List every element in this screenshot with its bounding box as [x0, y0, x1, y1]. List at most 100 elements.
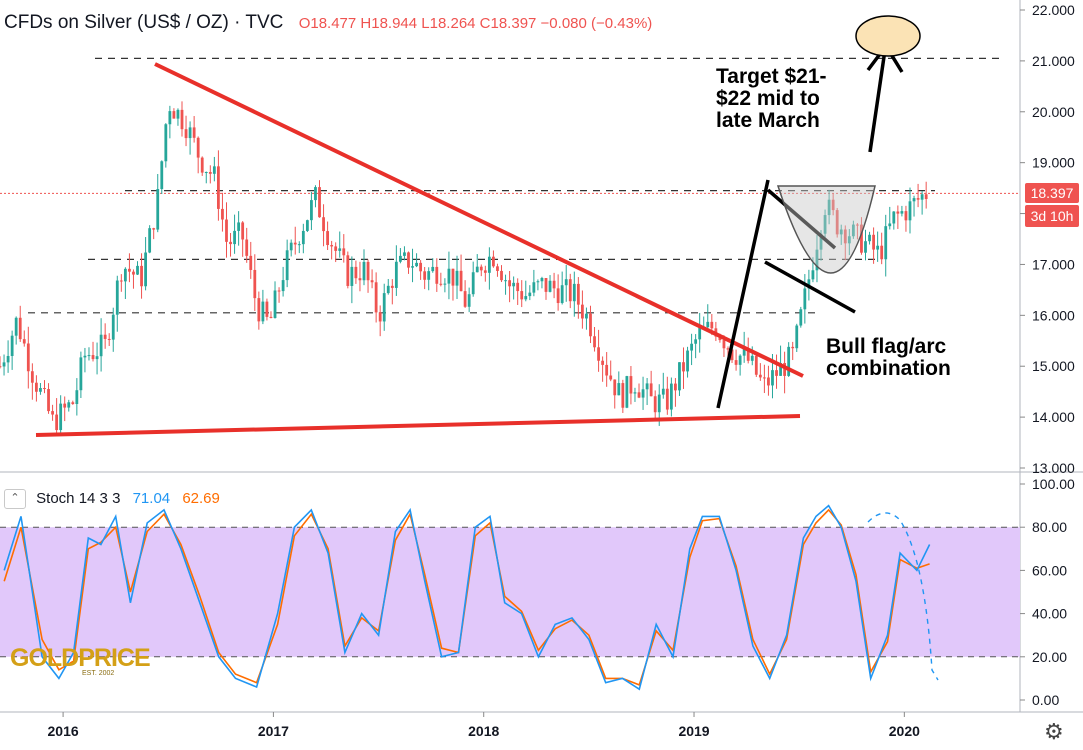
- last-price-tag: 18.397: [1025, 183, 1079, 203]
- candle-body: [912, 198, 916, 202]
- target-ellipse: [855, 15, 921, 57]
- time-tick-label: 2020: [889, 723, 920, 739]
- price-tick-label: 21.000: [1032, 53, 1075, 69]
- stoch-tick-label: 60.00: [1032, 562, 1067, 578]
- candle-body: [423, 271, 427, 280]
- gear-icon[interactable]: ⚙: [1044, 719, 1064, 744]
- candle-body: [758, 374, 762, 378]
- candle-body: [856, 224, 859, 226]
- lower-trendline: [35, 414, 801, 437]
- candle-body: [471, 272, 475, 295]
- target-arrow-line: [868, 49, 887, 153]
- candle-body: [710, 321, 714, 329]
- candle-body: [645, 383, 649, 390]
- candle-body: [560, 285, 564, 304]
- candle-body: [492, 256, 495, 267]
- candle-body: [896, 211, 900, 214]
- candle-body: [241, 222, 245, 240]
- candle-body: [330, 245, 334, 247]
- candle-body: [435, 266, 439, 284]
- candle-body: [536, 281, 540, 283]
- candle-body: [188, 127, 192, 139]
- candle-body: [617, 383, 621, 396]
- candle-body: [556, 288, 560, 304]
- candle-body: [221, 208, 224, 220]
- candle-body: [326, 231, 329, 246]
- candle-body: [467, 294, 471, 307]
- candle-body: [641, 389, 645, 398]
- candle-body: [463, 291, 467, 307]
- candle-body: [888, 223, 892, 227]
- candle-body: [669, 383, 673, 410]
- candle-body: [10, 335, 14, 356]
- candle-body: [87, 355, 91, 357]
- candle-body: [47, 389, 50, 412]
- candle-body: [378, 312, 382, 322]
- candle-body: [678, 362, 681, 391]
- candle-body: [568, 279, 572, 302]
- candle-body: [916, 198, 920, 200]
- candle-body: [289, 242, 293, 251]
- candle-body: [204, 172, 208, 174]
- candle-body: [500, 270, 503, 281]
- candle-body: [827, 199, 831, 216]
- candle-body: [694, 339, 698, 344]
- candle-body: [754, 355, 758, 375]
- candle-body: [730, 349, 734, 361]
- candle-body: [564, 279, 568, 286]
- candle-body: [839, 229, 843, 235]
- target-annotation: Target $21- $22 mid to late March: [716, 65, 827, 132]
- candle-body: [212, 166, 216, 174]
- candle-body: [835, 210, 839, 235]
- candle-body: [451, 268, 455, 286]
- candle-body: [625, 376, 629, 408]
- candle-body: [475, 266, 479, 273]
- candle-body: [738, 355, 742, 365]
- candle-body: [811, 270, 815, 280]
- candle-body: [301, 230, 305, 245]
- price-tick-label: 13.000: [1032, 460, 1075, 476]
- candle-body: [892, 211, 896, 224]
- candle-body: [285, 250, 289, 281]
- time-tick-label: 2018: [468, 723, 499, 739]
- candle-body: [115, 280, 119, 315]
- candle-body: [690, 343, 693, 351]
- candle-body: [132, 271, 135, 275]
- candle-body: [633, 392, 637, 394]
- candle-body: [544, 277, 548, 292]
- candle-body: [552, 280, 556, 289]
- candle-body: [649, 383, 653, 397]
- candle-body: [831, 199, 835, 211]
- candle-body: [674, 383, 677, 391]
- candle-body: [334, 246, 338, 251]
- pattern-annotation: Bull flag/arc combination: [826, 335, 951, 380]
- stoch-band: [0, 527, 1020, 657]
- candle-body: [637, 392, 641, 398]
- chevron-icon[interactable]: ⌃: [4, 489, 26, 509]
- candle-body: [775, 370, 778, 376]
- candle-body: [318, 187, 321, 218]
- candle-body: [180, 109, 184, 130]
- candle-body: [706, 321, 710, 328]
- candle-body: [370, 280, 374, 283]
- candle-body: [803, 288, 807, 310]
- goldprice-logo: GOLDPRICE: [10, 644, 151, 672]
- candle-body: [26, 343, 30, 372]
- candle-body: [184, 129, 188, 139]
- candle-body: [156, 189, 160, 230]
- candle-body: [767, 377, 770, 386]
- candle-body: [374, 282, 378, 313]
- candle-body: [71, 402, 75, 405]
- candle-body: [196, 137, 200, 158]
- candle-body: [819, 233, 823, 250]
- candle-body: [128, 268, 131, 272]
- candle-body: [245, 239, 249, 256]
- candle-body: [427, 271, 431, 280]
- candle-body: [487, 256, 491, 273]
- candle-body: [164, 124, 168, 162]
- candle-body: [783, 363, 787, 376]
- candle-body: [657, 394, 661, 413]
- candle-body: [83, 355, 87, 358]
- candle-body: [455, 270, 459, 286]
